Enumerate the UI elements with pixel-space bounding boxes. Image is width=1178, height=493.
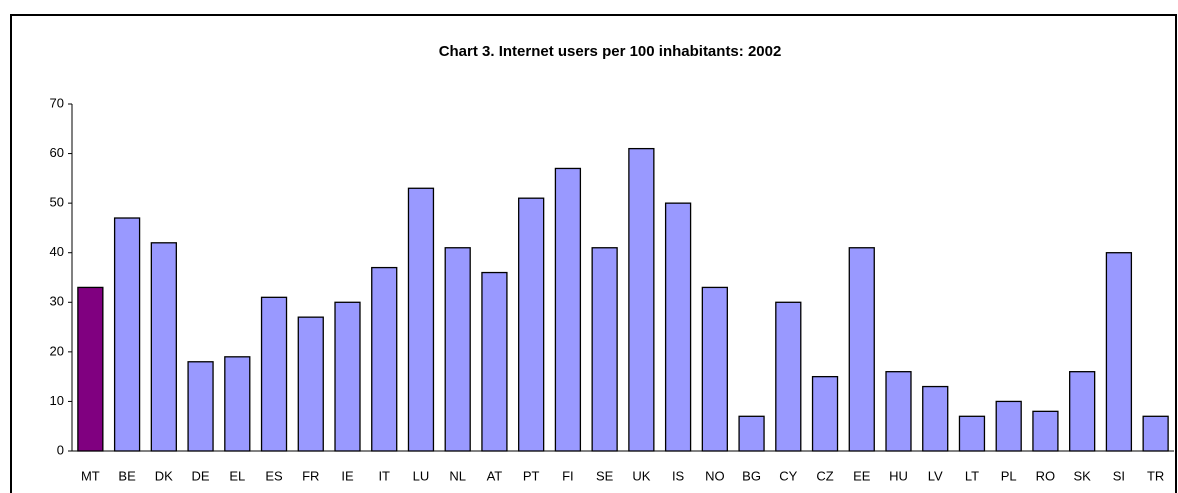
- bar: [407, 187, 435, 452]
- bar: [775, 301, 802, 452]
- chart-title: Chart 3. Internet users per 100 inhabita…: [439, 43, 782, 60]
- y-tick-label: 20: [50, 343, 64, 358]
- bar: [334, 301, 361, 452]
- x-tick-label: CY: [779, 468, 797, 483]
- x-tick-label: IS: [672, 468, 685, 483]
- bar: [260, 296, 288, 452]
- x-tick-label: IE: [341, 468, 354, 483]
- bar: [738, 415, 765, 452]
- bar: [922, 385, 949, 452]
- bar: [554, 167, 582, 452]
- x-tick-label: PT: [523, 468, 540, 483]
- x-tick-label: AT: [487, 468, 503, 483]
- bar: [297, 316, 324, 452]
- bar: [77, 286, 104, 452]
- bar: [1142, 415, 1169, 452]
- bar: [113, 217, 141, 452]
- x-tick-label: UK: [632, 468, 650, 483]
- x-tick-label: FI: [562, 468, 574, 483]
- bar: [664, 202, 692, 452]
- x-tick-label: PL: [1001, 468, 1017, 483]
- bar: [628, 147, 655, 452]
- x-tick-label: LV: [928, 468, 943, 483]
- y-tick-label: 60: [50, 145, 64, 160]
- bar: [444, 247, 471, 452]
- bar: [1069, 371, 1096, 452]
- x-tick-label: SK: [1073, 468, 1091, 483]
- bar: [591, 247, 618, 452]
- x-tick-label: BE: [118, 468, 136, 483]
- x-tick-label: DE: [192, 468, 210, 483]
- chart-border: [10, 14, 1177, 493]
- bar: [1032, 410, 1059, 452]
- x-tick-label: NO: [705, 468, 725, 483]
- x-tick-label: HU: [889, 468, 908, 483]
- bar: [885, 371, 912, 452]
- y-tick-label: 10: [50, 393, 64, 408]
- bar: [1105, 252, 1133, 452]
- bar: [187, 361, 214, 452]
- x-tick-label: BG: [742, 468, 761, 483]
- bar: [371, 266, 398, 452]
- x-tick-label: RO: [1036, 468, 1056, 483]
- x-tick-label: EL: [229, 468, 245, 483]
- x-tick-label: MT: [81, 468, 100, 483]
- bar: [701, 286, 728, 452]
- x-tick-label: ES: [265, 468, 283, 483]
- x-tick-label: LU: [413, 468, 430, 483]
- x-tick-label: LT: [965, 468, 979, 483]
- bar: [811, 375, 839, 452]
- bar: [518, 197, 545, 452]
- x-tick-label: CZ: [816, 468, 833, 483]
- x-tick-label: TR: [1147, 468, 1164, 483]
- y-tick-label: 0: [57, 442, 64, 457]
- x-tick-label: SE: [596, 468, 614, 483]
- bar: [481, 271, 508, 452]
- bar: [848, 247, 875, 452]
- x-tick-label: EE: [853, 468, 871, 483]
- y-tick-label: 70: [50, 95, 64, 110]
- x-tick-label: SI: [1113, 468, 1125, 483]
- bar: [995, 400, 1022, 452]
- x-tick-label: IT: [378, 468, 390, 483]
- x-tick-label: FR: [302, 468, 319, 483]
- x-tick-label: DK: [155, 468, 173, 483]
- bar: [150, 242, 177, 452]
- y-tick-label: 30: [50, 294, 64, 309]
- y-tick-label: 50: [50, 195, 64, 210]
- y-tick-label: 40: [50, 244, 64, 259]
- bar: [958, 415, 986, 452]
- x-tick-label: NL: [449, 468, 466, 483]
- bar: [224, 356, 251, 452]
